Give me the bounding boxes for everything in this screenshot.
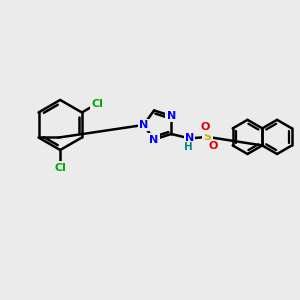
Text: N: N xyxy=(149,134,159,145)
Text: S: S xyxy=(204,132,212,142)
Text: Cl: Cl xyxy=(91,99,103,109)
Text: O: O xyxy=(209,141,218,151)
Text: N: N xyxy=(139,120,148,130)
Text: N: N xyxy=(185,134,194,143)
Text: H: H xyxy=(184,142,192,152)
Text: N: N xyxy=(167,111,176,121)
Text: Cl: Cl xyxy=(54,163,66,173)
Text: O: O xyxy=(200,122,209,133)
